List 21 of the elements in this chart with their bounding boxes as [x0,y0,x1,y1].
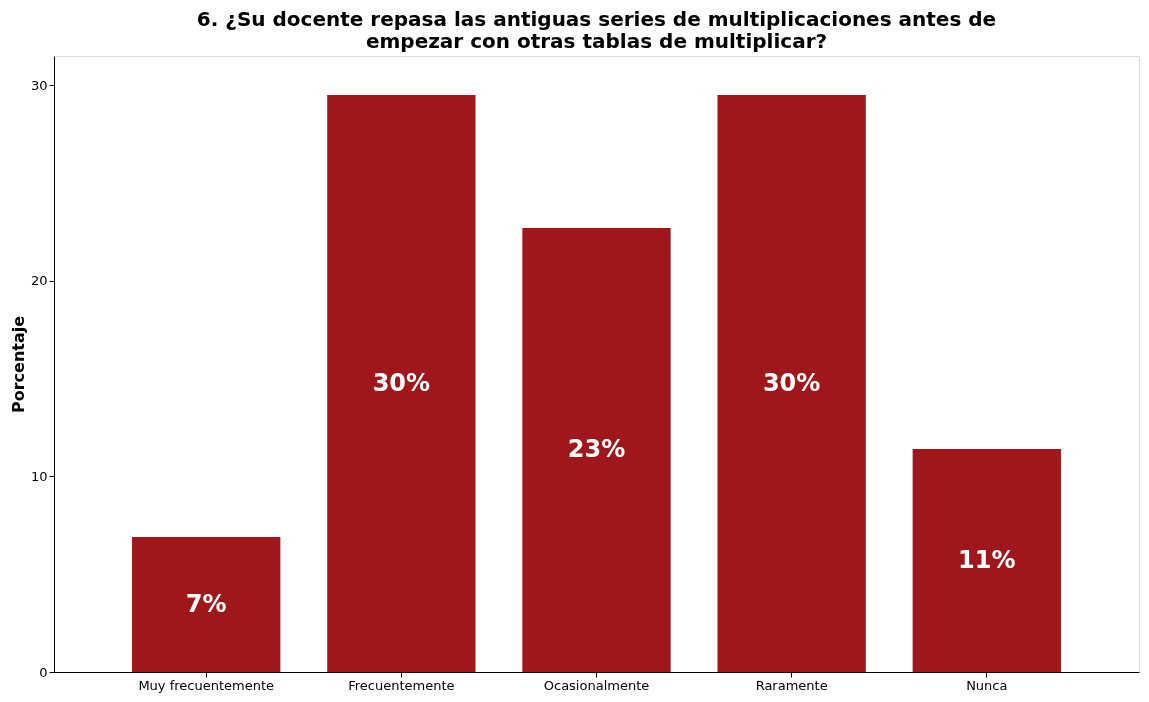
x-tick-label: Muy frecuentemente [138,677,275,693]
y-tick-label: 10 [30,468,48,484]
x-tick-label: Nunca [966,677,1008,693]
y-tick-label: 30 [30,77,48,93]
data-label: 23% [567,435,626,464]
data-label: 7% [185,589,227,618]
x-tick-label: Frecuentemente [348,677,455,693]
y-tick-label: 0 [39,664,48,680]
y-tick-label: 20 [30,273,48,289]
x-tick-label: Raramente [755,677,828,693]
bar [132,537,281,672]
bar [327,95,476,672]
x-tick-label: Ocasionalmente [543,677,650,693]
data-label: 30% [372,368,431,397]
chart-title: 6. ¿Su docente repasa las antiguas series de multiplicaciones antes de empezar con otras tablas de multiplicar? [196,7,997,53]
bar [522,228,671,672]
bar [717,95,866,672]
data-label: 30% [762,368,821,397]
y-axis-title: Porcentaje [8,315,28,414]
data-label: 11% [958,545,1016,574]
bar [912,449,1061,672]
